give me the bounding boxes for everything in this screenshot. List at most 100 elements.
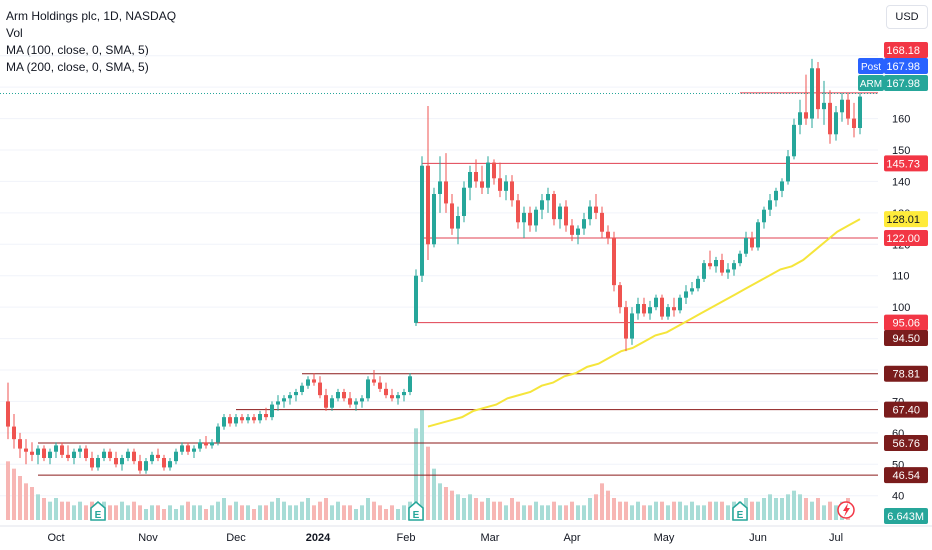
- x-tick-label: Dec: [226, 532, 246, 544]
- volume-tag-bg: [884, 508, 928, 524]
- volume-bar: [156, 505, 160, 520]
- currency-button[interactable]: USD: [886, 5, 928, 29]
- candle-body: [132, 451, 136, 462]
- price-tag-prefix: ARM: [860, 79, 882, 90]
- price-tag-value: 145.73: [886, 158, 920, 170]
- candle-body: [90, 458, 94, 468]
- volume-bar: [84, 505, 88, 520]
- volume-bar: [126, 505, 130, 520]
- candle-body: [234, 417, 238, 424]
- ma200-indicator-label[interactable]: MA (200, close, 0, SMA, 5): [6, 60, 149, 74]
- y-tick-label: 150: [892, 145, 910, 157]
- candle-body: [570, 225, 574, 235]
- candle-body: [858, 96, 862, 128]
- symbol-title[interactable]: Arm Holdings plc, 1D, NASDAQ: [6, 9, 177, 23]
- price-tag-bg: [884, 42, 928, 58]
- candle-body: [780, 181, 784, 191]
- candle-body: [708, 263, 712, 267]
- price-tag-bg: [884, 58, 928, 74]
- volume-bar: [234, 501, 238, 520]
- volume-bar: [330, 505, 334, 520]
- candle-body: [696, 278, 700, 289]
- volume-bar: [456, 494, 460, 520]
- volume-bar: [258, 505, 262, 520]
- candle-body: [552, 194, 556, 220]
- candle-body: [444, 181, 448, 204]
- candle-body: [486, 162, 490, 188]
- earnings-event-icon[interactable]: [408, 501, 424, 521]
- price-tag: 168.18: [884, 42, 928, 58]
- earnings-event-icon[interactable]: [90, 501, 106, 521]
- candle-body: [42, 448, 46, 458]
- volume-bar: [636, 501, 640, 520]
- volume-bar: [768, 494, 772, 520]
- candle-body: [12, 426, 16, 440]
- candle-body: [456, 216, 460, 229]
- candle-body: [300, 385, 304, 392]
- candle-body: [354, 401, 358, 405]
- x-tick-label: Nov: [138, 532, 158, 544]
- candle-body: [852, 118, 856, 128]
- candle-body: [648, 307, 652, 314]
- volume-bar: [612, 498, 616, 520]
- earnings-event-icon[interactable]: [732, 501, 748, 521]
- volume-bar: [606, 490, 610, 520]
- candle-body: [582, 219, 586, 229]
- volume-bar: [762, 498, 766, 520]
- volume-bar: [66, 501, 70, 520]
- candle-body: [756, 222, 760, 248]
- candle-body: [678, 297, 682, 311]
- chart-legend: Arm Holdings plc, 1D, NASDAQ Vol MA (100…: [6, 8, 176, 76]
- price-tag-value: 95.06: [892, 318, 920, 330]
- candle-body: [666, 307, 670, 317]
- x-tick-label: May: [654, 532, 675, 544]
- volume-bar: [696, 505, 700, 520]
- price-tag-value: 94.50: [892, 333, 920, 345]
- candle-body: [396, 395, 400, 399]
- volume-bar: [216, 501, 220, 520]
- candle-body: [228, 417, 232, 424]
- candle-body: [558, 206, 562, 220]
- volume-bar: [720, 501, 724, 520]
- volume-bar: [228, 505, 232, 520]
- volume-bar: [114, 505, 118, 520]
- ma100-indicator-label[interactable]: MA (100, close, 0, SMA, 5): [6, 43, 149, 57]
- price-tag-prefix-bg: [858, 75, 884, 91]
- candle-body: [252, 417, 256, 421]
- volume-bar: [246, 505, 250, 520]
- y-tick-label: 110: [892, 271, 910, 283]
- volume-bar: [120, 501, 124, 520]
- volume-bar: [660, 501, 664, 520]
- candle-body: [288, 395, 292, 399]
- candle-body: [750, 238, 754, 248]
- price-tag: 122.00: [884, 230, 928, 246]
- price-tag-bg: [884, 467, 928, 484]
- candle-body: [840, 99, 844, 113]
- x-tick-label: Feb: [397, 532, 416, 544]
- x-tick-label: Apr: [563, 532, 580, 544]
- candle-body: [702, 263, 706, 279]
- volume-bar: [54, 498, 58, 520]
- volume-bar: [672, 501, 676, 520]
- volume-bar: [690, 501, 694, 520]
- candle-body: [798, 112, 802, 125]
- volume-indicator-label[interactable]: Vol: [6, 26, 23, 40]
- volume-bar: [834, 505, 838, 520]
- volume-bar: [348, 505, 352, 520]
- candle-body: [18, 439, 22, 449]
- volume-bar: [702, 505, 706, 520]
- volume-bar: [264, 505, 268, 520]
- volume-bar: [642, 505, 646, 520]
- price-tag-bg: [884, 314, 928, 331]
- lightning-icon[interactable]: [837, 501, 855, 519]
- volume-bar: [42, 498, 46, 520]
- volume-bar: [618, 501, 622, 520]
- candle-body: [492, 162, 496, 179]
- candle-body: [654, 297, 658, 308]
- volume-bar: [426, 446, 430, 520]
- candle-body: [348, 398, 352, 405]
- volume-bar: [774, 498, 778, 520]
- candle-body: [378, 382, 382, 389]
- candle-body: [672, 307, 676, 311]
